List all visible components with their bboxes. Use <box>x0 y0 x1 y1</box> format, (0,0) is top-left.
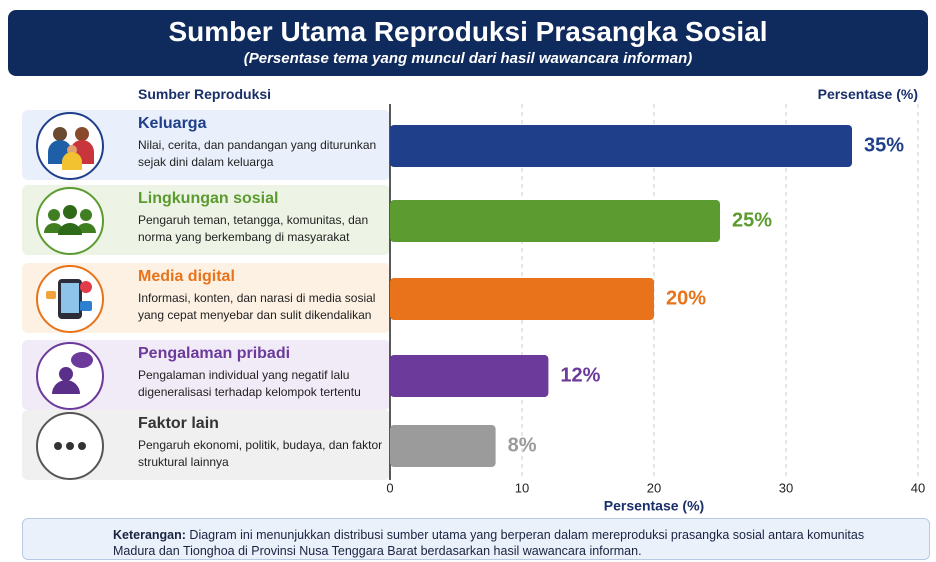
category-description: Pengalaman individual yang negatif lalu … <box>138 368 361 399</box>
note-label: Keterangan: <box>113 528 186 542</box>
icon-other <box>36 412 104 480</box>
bar <box>390 278 654 320</box>
icon-family <box>36 112 104 180</box>
value-label: 12% <box>560 364 600 386</box>
category-label: Lingkungan sosial <box>138 190 279 207</box>
category-label: Faktor lain <box>138 415 219 432</box>
x-tick-label: 10 <box>515 480 529 495</box>
bar <box>390 355 549 397</box>
chart-title: Sumber Utama Reproduksi Prasangka Sosial <box>168 16 768 47</box>
category-description: Nilai, cerita, dan pandangan yang dituru… <box>138 138 377 169</box>
value-label: 20% <box>666 287 706 309</box>
chart-subtitle: (Persentase tema yang muncul dari hasil … <box>243 50 693 67</box>
x-tick-label: 20 <box>647 480 661 495</box>
bar <box>390 200 720 242</box>
category-description: Pengaruh ekonomi, politik, budaya, dan f… <box>138 438 383 469</box>
x-axis-label: Persentase (%) <box>604 498 704 514</box>
note-text: Diagram ini menunjukkan distribusi sumbe… <box>113 528 865 558</box>
bar <box>390 125 852 167</box>
value-label: 8% <box>508 434 537 456</box>
x-tick-label: 30 <box>779 480 793 495</box>
category-label: Media digital <box>138 268 235 285</box>
value-header: Persentase (%) <box>817 86 918 102</box>
value-label: 25% <box>732 209 772 231</box>
icon-community <box>36 187 104 255</box>
note-box <box>22 518 930 560</box>
icon-person <box>36 342 104 410</box>
category-label: Keluarga <box>138 115 207 132</box>
category-header: Sumber Reproduksi <box>138 86 272 102</box>
x-tick-label: 0 <box>386 480 393 495</box>
icon-media <box>36 265 104 333</box>
category-label: Pengalaman pribadi <box>138 345 291 362</box>
category-description: Informasi, konten, dan narasi di media s… <box>138 291 376 322</box>
value-label: 35% <box>864 134 904 156</box>
x-tick-label: 40 <box>911 480 925 495</box>
title-banner: Sumber Utama Reproduksi Prasangka Sosial… <box>8 10 928 76</box>
note: Keterangan: Diagram ini menunjukkan dist… <box>113 527 903 559</box>
bar <box>390 425 496 467</box>
category-description: Pengaruh teman, tetangga, komunitas, dan… <box>138 213 369 244</box>
